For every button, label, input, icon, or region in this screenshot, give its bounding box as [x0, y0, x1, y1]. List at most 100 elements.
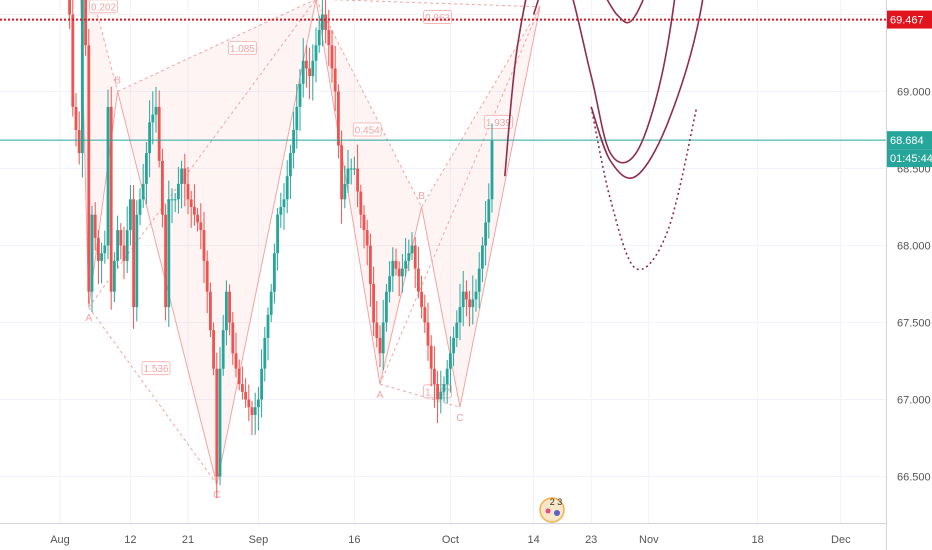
candle-down — [413, 245, 417, 269]
price-tag-box — [887, 10, 932, 29]
pattern-fill — [316, 0, 422, 385]
candle-up — [317, 29, 321, 46]
countdown-label: 01:45:44 — [890, 153, 932, 165]
candle-down — [340, 145, 343, 200]
price-axis[interactable]: 66.50067.00067.50068.00068.50069.00069.5… — [887, 0, 932, 550]
ratio-label: 1.939 — [486, 118, 511, 129]
projection-path — [504, 0, 676, 177]
candle-up — [177, 183, 180, 200]
candle-down — [394, 260, 398, 269]
candle-up — [167, 199, 171, 308]
pattern-fill — [117, 0, 316, 485]
projection-paths — [504, 0, 704, 271]
candle-up — [314, 45, 318, 61]
candle-up — [116, 230, 119, 261]
projection-path — [532, 0, 644, 24]
candle-down — [423, 307, 427, 323]
candle-down — [397, 268, 401, 277]
candle-up — [445, 368, 449, 385]
candle-down — [241, 384, 244, 392]
time-axis-background — [0, 524, 886, 550]
candle-down — [215, 368, 219, 477]
candle-up — [346, 168, 350, 184]
candle-down — [161, 160, 164, 215]
candle-up — [269, 291, 273, 315]
candle-down — [132, 199, 135, 308]
grid — [0, 0, 887, 550]
candle-up — [129, 199, 132, 231]
candle-up — [282, 199, 286, 207]
price-axis-background — [887, 0, 932, 550]
candle-down — [420, 291, 423, 308]
time-tick-label: 12 — [124, 534, 136, 546]
candle-up — [257, 399, 260, 408]
ratio-label-box — [483, 114, 513, 129]
candle-down — [327, 29, 331, 46]
candle-up — [100, 253, 103, 261]
candle-up — [135, 214, 139, 308]
projection-path — [590, 0, 704, 179]
candle-up — [353, 168, 356, 170]
candle-up — [141, 183, 145, 200]
candle-down — [231, 322, 235, 354]
candle-up — [490, 140, 494, 200]
candle-up — [385, 291, 388, 323]
candle-down — [359, 191, 363, 215]
candle-down — [209, 291, 212, 331]
ratio-label: 0.454 — [355, 126, 380, 137]
candle-down — [365, 230, 369, 246]
candle-down — [250, 407, 254, 415]
candle-up — [484, 222, 487, 246]
candle-up — [381, 322, 385, 354]
event-marker[interactable]: 2 3 — [539, 497, 565, 523]
candle-down — [74, 106, 78, 130]
candle-down — [212, 330, 215, 369]
candle-down — [369, 245, 372, 284]
ratio-label: 1.536 — [143, 364, 168, 375]
candle-up — [273, 253, 276, 292]
candle-up — [301, 60, 305, 84]
ratio-label: 0.963 — [425, 13, 450, 24]
candle-down — [436, 384, 439, 400]
candle-down — [186, 183, 190, 200]
candle-down — [205, 260, 209, 292]
ratio-label-box — [227, 40, 257, 55]
candle-up — [180, 168, 183, 184]
time-axis[interactable]: Aug 12 21 Sep 16 Oct 14 23 Nov 18 Dec — [0, 524, 886, 550]
time-tick-label: 16 — [348, 534, 360, 546]
candle-down — [362, 214, 366, 231]
ratio-label: 1.085 — [230, 44, 255, 55]
time-tick-label: Aug — [50, 534, 70, 546]
candle-down — [244, 391, 247, 400]
candle-down — [468, 299, 471, 308]
time-tick-label: 14 — [527, 534, 539, 546]
pattern-point-label: A — [85, 313, 92, 324]
pattern-ratio-line — [117, 0, 316, 92]
time-tick-label: Oct — [442, 534, 459, 546]
candle-up — [106, 106, 110, 246]
candle-up — [388, 276, 391, 292]
time-tick-label: Nov — [639, 534, 659, 546]
ratio-label: 0.202 — [91, 2, 116, 13]
candle-down — [122, 245, 126, 261]
candle-down — [164, 214, 167, 308]
candle-up — [81, 0, 84, 154]
candle-up — [343, 183, 347, 200]
ratio-label-box — [89, 0, 118, 14]
event-icon[interactable] — [539, 497, 565, 523]
candle-down — [247, 399, 251, 408]
ratio-label-box — [352, 122, 382, 137]
candle-down — [237, 368, 241, 385]
candle-down — [234, 353, 238, 369]
price-tick-label: 66.500 — [897, 472, 931, 484]
candle-down — [324, 14, 327, 30]
candle-up — [404, 260, 407, 269]
candle-down — [356, 168, 359, 192]
candle-down — [93, 214, 97, 238]
candle-down — [77, 130, 81, 154]
pattern-ratio-line — [88, 0, 316, 308]
candle-down — [375, 322, 379, 338]
candle-up — [154, 106, 158, 115]
candle-down — [193, 207, 196, 215]
